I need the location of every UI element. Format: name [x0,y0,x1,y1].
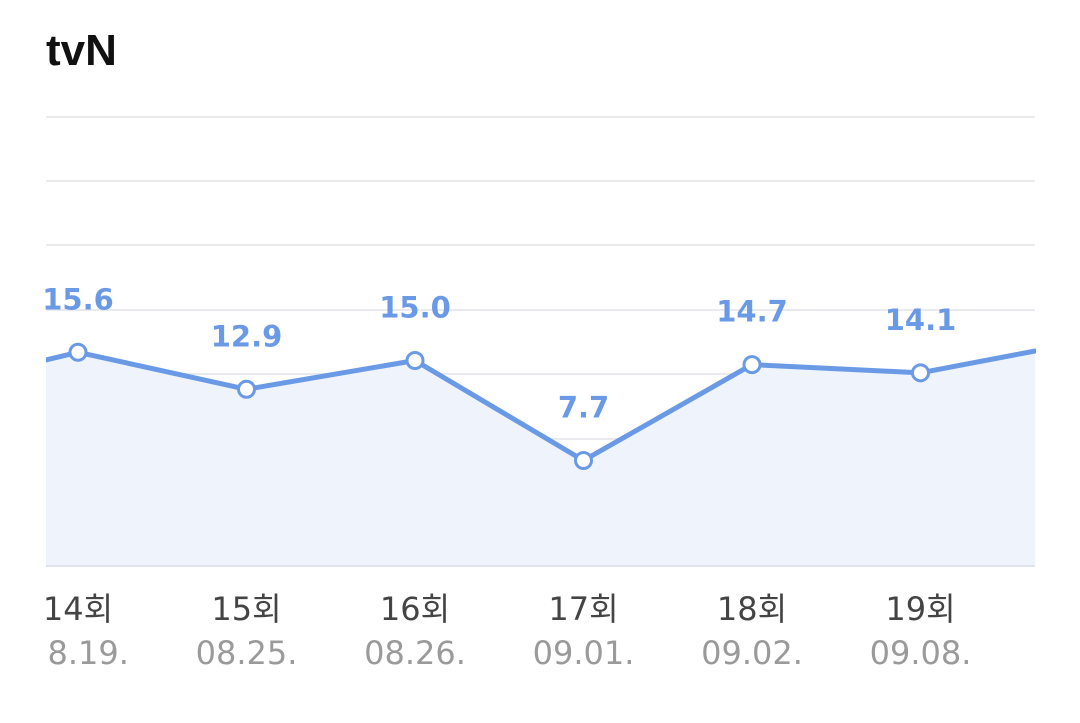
episode-label: 18회 [717,590,787,628]
area-fill [46,351,1035,566]
episode-label: 15회 [211,590,281,628]
episode-label: 16회 [380,590,450,628]
channel-title: tvN [46,26,117,75]
data-point [405,350,425,370]
value-label: 15.6 [42,282,114,316]
value-label: 15.0 [379,290,451,324]
episode-label: 17회 [548,590,618,628]
date-label: 09.02. [701,634,803,672]
episode-label: 14회 [43,590,113,628]
episode-label: 19회 [885,590,955,628]
date-label: 09.01. [533,634,635,672]
value-label: 12.9 [211,319,283,353]
data-point [68,342,88,362]
value-label: 14.7 [716,295,788,329]
date-label: 08.26. [364,634,466,672]
data-point [574,451,593,470]
data-point [237,379,256,399]
value-label: 14.1 [885,303,957,337]
data-point [742,355,762,375]
date-label: 08.25. [196,634,298,672]
date-label: 09.08. [870,634,972,672]
value-label: 7.7 [558,391,609,425]
data-point [911,363,930,383]
series-line [46,348,1036,463]
date-label: 08.19. [27,634,129,672]
